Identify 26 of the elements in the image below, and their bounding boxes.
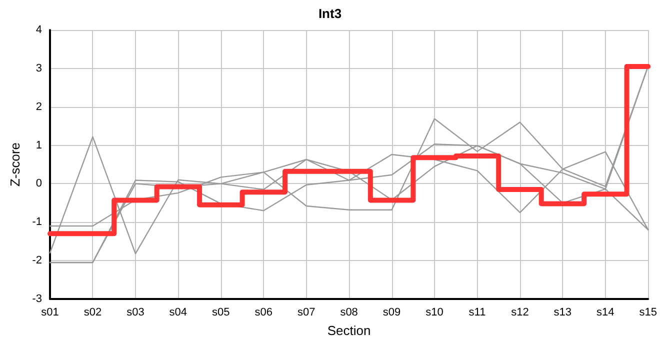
y-tick-label: 0 — [36, 178, 42, 190]
x-tick-label: s15 — [639, 306, 658, 318]
x-tick-label: s07 — [297, 306, 316, 318]
y-tick-label: 3 — [36, 62, 42, 74]
x-tick-label: s02 — [84, 306, 102, 318]
x-tick-label: s09 — [382, 306, 401, 318]
x-tick-label: s06 — [254, 306, 272, 318]
y-axis-title: Z-score — [7, 142, 22, 187]
x-tick-label: s03 — [126, 306, 144, 318]
x-tick-label: s04 — [169, 306, 188, 318]
x-tick-label: s13 — [554, 306, 572, 318]
x-tick-label: s05 — [212, 306, 230, 318]
x-tick-label: s14 — [596, 306, 614, 318]
y-tick-label: -3 — [32, 293, 42, 305]
chart-title: Int3 — [318, 6, 342, 21]
y-tick-label: 2 — [36, 100, 42, 113]
x-tick-label: s12 — [511, 306, 529, 318]
x-tick-label: s01 — [41, 306, 59, 318]
x-tick-label: s08 — [340, 306, 358, 318]
y-tick-label: 1 — [36, 139, 42, 152]
y-tick-label: -1 — [32, 216, 42, 228]
x-tick-label: s11 — [468, 306, 486, 318]
y-tick-label: -2 — [32, 254, 42, 267]
x-tick-label: s10 — [426, 306, 444, 318]
y-tick-label: 4 — [36, 24, 42, 36]
x-axis-title: Section — [327, 323, 371, 338]
